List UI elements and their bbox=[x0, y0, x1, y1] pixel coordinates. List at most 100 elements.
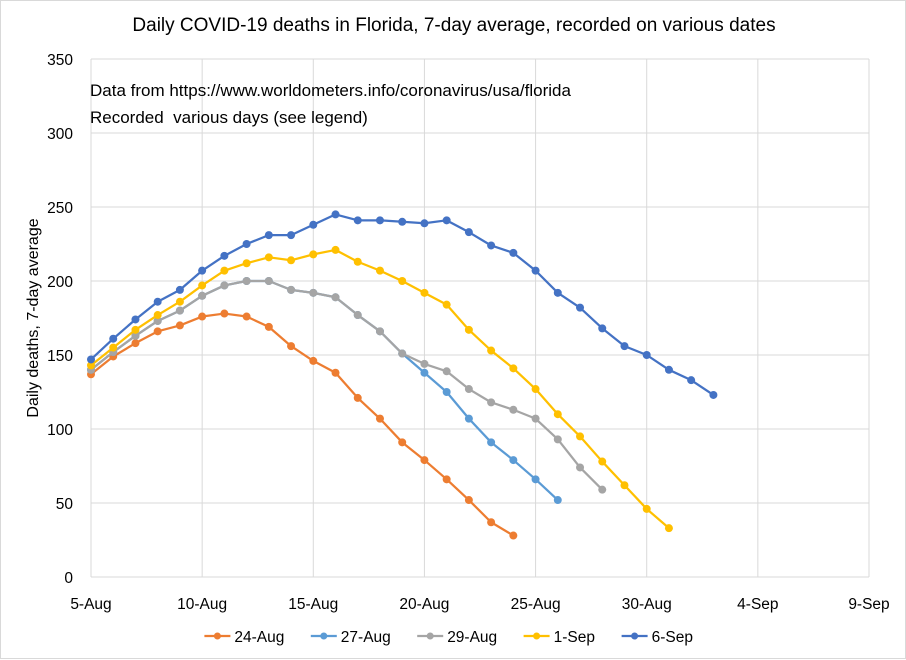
data-point bbox=[398, 349, 407, 358]
data-point bbox=[264, 253, 273, 262]
data-point bbox=[153, 316, 162, 325]
data-point bbox=[487, 518, 496, 527]
legend-marker bbox=[631, 632, 639, 640]
y-tick-label: 200 bbox=[47, 274, 73, 291]
series-group bbox=[87, 210, 718, 540]
data-point bbox=[553, 435, 562, 444]
data-point bbox=[509, 364, 518, 373]
data-point bbox=[487, 438, 496, 447]
annotation-source: Data from https://www.worldometers.info/… bbox=[90, 81, 571, 100]
data-point bbox=[287, 285, 296, 294]
data-point bbox=[576, 303, 585, 312]
legend-item-27-Aug: 27-Aug bbox=[310, 629, 391, 646]
legend-item-6-Sep: 6-Sep bbox=[621, 629, 693, 646]
y-tick-label: 50 bbox=[56, 496, 74, 513]
data-point bbox=[175, 297, 184, 306]
data-point bbox=[420, 368, 429, 377]
data-point bbox=[576, 432, 585, 441]
data-point bbox=[287, 256, 296, 265]
data-point bbox=[264, 322, 273, 331]
y-tick-label: 250 bbox=[47, 200, 73, 217]
legend-label: 6-Sep bbox=[652, 629, 693, 646]
data-point bbox=[664, 524, 673, 533]
data-point bbox=[487, 241, 496, 250]
data-point bbox=[620, 481, 629, 490]
data-point bbox=[242, 312, 251, 321]
data-point bbox=[220, 281, 229, 290]
data-point bbox=[598, 485, 607, 494]
data-point bbox=[398, 438, 407, 447]
data-point bbox=[309, 250, 318, 259]
legend-item-24-Aug: 24-Aug bbox=[204, 629, 284, 646]
data-point bbox=[576, 463, 585, 472]
data-point bbox=[598, 324, 607, 333]
data-point bbox=[309, 288, 318, 297]
data-point bbox=[509, 405, 518, 414]
data-point bbox=[420, 219, 429, 228]
data-point bbox=[442, 216, 451, 225]
data-point bbox=[531, 385, 540, 394]
x-tick-label: 4-Sep bbox=[737, 596, 778, 613]
y-tick-label: 150 bbox=[47, 348, 73, 365]
data-point bbox=[375, 216, 384, 225]
data-point bbox=[709, 390, 718, 399]
legend-marker bbox=[426, 632, 434, 640]
x-tick-labels: 5-Aug 10-Aug 15-Aug 20-Aug 25-Aug 30-Aug 4-Sep… bbox=[70, 596, 889, 613]
data-point bbox=[109, 334, 118, 343]
legend: 24-Aug 27-Aug 29-Aug 1-Sep 6-Sep bbox=[204, 629, 693, 646]
legend-label: 29-Aug bbox=[447, 629, 497, 646]
data-point bbox=[464, 325, 473, 334]
data-point bbox=[598, 457, 607, 466]
data-point bbox=[509, 248, 518, 257]
data-point bbox=[620, 342, 629, 351]
y-tick-label: 350 bbox=[47, 52, 73, 69]
data-point bbox=[198, 266, 207, 275]
data-point bbox=[531, 475, 540, 484]
series-line bbox=[90, 312, 514, 537]
data-point bbox=[153, 297, 162, 306]
data-point bbox=[464, 496, 473, 505]
data-point bbox=[687, 376, 696, 385]
data-point bbox=[198, 312, 207, 321]
data-point bbox=[287, 342, 296, 351]
data-point bbox=[309, 356, 318, 365]
data-point bbox=[198, 291, 207, 300]
data-point bbox=[464, 228, 473, 237]
data-point bbox=[509, 531, 518, 540]
data-point bbox=[242, 259, 251, 268]
data-point bbox=[264, 231, 273, 240]
series-24-Aug bbox=[87, 309, 518, 540]
data-point bbox=[175, 321, 184, 330]
x-tick-label: 10-Aug bbox=[177, 596, 227, 613]
data-point bbox=[331, 293, 340, 302]
legend-label: 27-Aug bbox=[341, 629, 391, 646]
data-point bbox=[242, 277, 251, 285]
data-point bbox=[353, 311, 362, 320]
y-tick-label: 100 bbox=[47, 422, 73, 439]
data-point bbox=[531, 266, 540, 275]
y-axis-label: Daily deaths, 7-day average bbox=[25, 218, 42, 417]
axes bbox=[90, 59, 869, 578]
gridlines bbox=[91, 58, 870, 577]
data-point bbox=[464, 414, 473, 423]
data-point bbox=[487, 346, 496, 355]
data-point bbox=[131, 315, 140, 324]
data-point bbox=[264, 277, 273, 285]
data-point bbox=[553, 288, 562, 297]
data-point bbox=[353, 257, 362, 266]
data-point bbox=[353, 393, 362, 402]
x-tick-label: 25-Aug bbox=[511, 596, 561, 613]
data-point bbox=[664, 365, 673, 374]
series-27-Aug bbox=[87, 277, 562, 505]
legend-item-29-Aug: 29-Aug bbox=[417, 629, 497, 646]
data-point bbox=[287, 231, 296, 240]
y-tick-label: 300 bbox=[47, 126, 73, 143]
data-point bbox=[487, 398, 496, 407]
data-point bbox=[131, 325, 140, 334]
data-point bbox=[398, 277, 407, 285]
data-point bbox=[331, 368, 340, 377]
data-point bbox=[420, 456, 429, 465]
legend-marker bbox=[320, 632, 328, 640]
data-point bbox=[420, 359, 429, 368]
